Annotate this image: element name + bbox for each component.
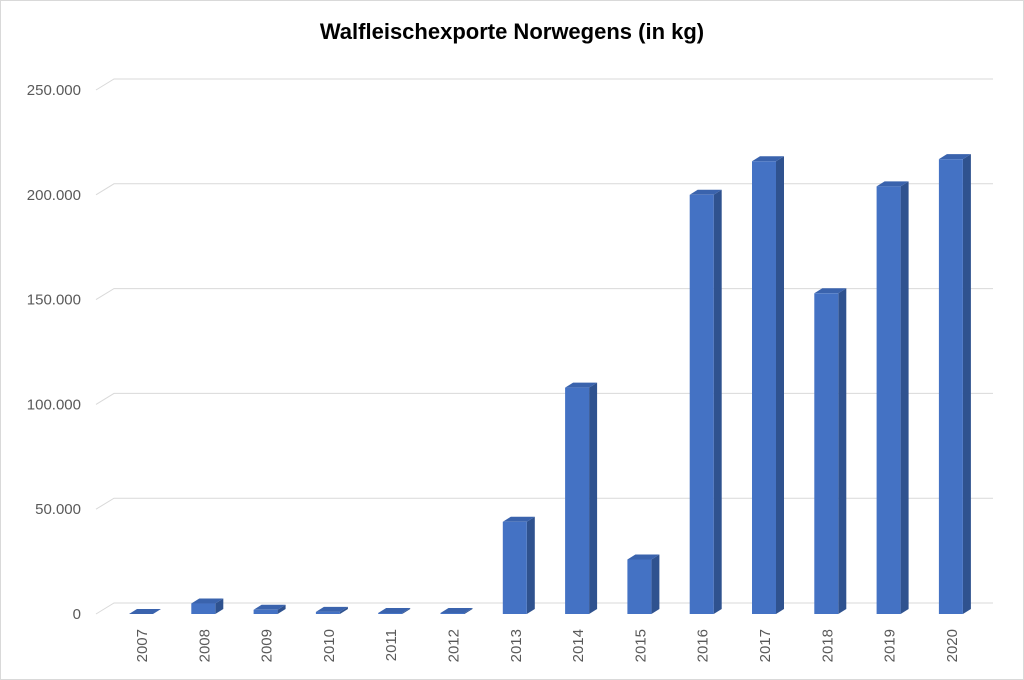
bar-front (565, 387, 590, 614)
bar-front (378, 612, 403, 614)
bar-front (440, 612, 465, 614)
x-axis-ticks: 2007 2008 2009 2010 2011 2012 2013 2014 2015 2016… (134, 629, 961, 662)
bar-2013 (502, 516, 535, 614)
bar-top (440, 607, 473, 613)
bar-2020 (938, 154, 971, 614)
y-axis-ticks: 0 50.000 100.000 150.000 200.000 250.000 (27, 82, 81, 623)
bar-side (651, 554, 660, 614)
bar-side (402, 607, 411, 614)
bar-top (378, 607, 411, 613)
x-tick-label: 2008 (196, 629, 213, 662)
x-tick-label: 2007 (134, 629, 151, 662)
x-tick-label: 2015 (632, 629, 649, 662)
bar-side (277, 604, 286, 614)
bar-2014 (565, 382, 598, 614)
bar-side (962, 154, 971, 614)
gridline (95, 288, 993, 301)
gridlines (95, 78, 993, 615)
bar-side (776, 156, 784, 614)
bar-top (502, 516, 535, 522)
bar-top (752, 156, 784, 162)
bar-side (464, 607, 473, 614)
bar-2008 (191, 598, 224, 614)
bar-side (900, 181, 909, 614)
bar-2018 (814, 288, 847, 614)
bar-top (814, 288, 847, 294)
gridline (95, 78, 993, 91)
y-tick-label: 150.000 (27, 292, 81, 309)
bar-top (876, 181, 909, 187)
bar-2016 (689, 189, 722, 615)
bar-2019 (876, 181, 909, 614)
bar-side (589, 382, 598, 614)
bar-side (215, 598, 224, 614)
bar-side (838, 288, 847, 614)
bar-top (689, 189, 722, 195)
bars (129, 154, 971, 615)
bar-front (191, 603, 216, 614)
bar-2007 (129, 609, 161, 614)
x-tick-label: 2019 (882, 629, 899, 662)
bar-front (253, 609, 278, 614)
gridline (95, 392, 993, 405)
x-tick-label: 2012 (445, 629, 462, 662)
bar-2012 (440, 607, 473, 614)
bar-2010 (315, 606, 348, 614)
bar-2011 (378, 607, 411, 614)
x-tick-label: 2013 (508, 629, 525, 662)
x-tick-label: 2014 (570, 629, 587, 662)
bar-front (752, 161, 776, 614)
bar-side (339, 606, 348, 614)
bar-top (191, 598, 224, 604)
bar-top (253, 604, 286, 610)
bar-top (627, 554, 660, 560)
x-tick-label: 2010 (321, 629, 338, 662)
y-tick-label: 0 (73, 606, 81, 623)
gridline (95, 602, 993, 615)
y-tick-label: 200.000 (27, 187, 81, 204)
bar-top (129, 609, 161, 614)
bar-2009 (253, 604, 286, 614)
bar-front (502, 521, 527, 614)
bar-top (938, 154, 971, 160)
x-tick-label: 2011 (383, 629, 400, 661)
bar-top (565, 382, 598, 388)
bar-side (713, 189, 722, 615)
chart-title: Walfleischexporte Norwegens (in kg) (319, 19, 705, 44)
gridline (95, 183, 993, 196)
x-tick-label: 2020 (944, 629, 961, 662)
bar-2015 (627, 554, 660, 614)
y-tick-label: 100.000 (27, 396, 81, 413)
bar-2017 (752, 156, 784, 614)
bar-front (315, 611, 340, 614)
bar-side (526, 516, 535, 614)
x-tick-label: 2016 (695, 629, 712, 662)
bar-front (938, 159, 963, 614)
bar-top (315, 606, 348, 612)
y-tick-label: 250.000 (27, 82, 81, 99)
x-tick-label: 2017 (757, 629, 774, 662)
bar-front (876, 186, 901, 614)
x-tick-label: 2009 (259, 629, 276, 662)
y-tick-label: 50.000 (35, 501, 81, 518)
bar-front (814, 293, 839, 614)
x-tick-label: 2018 (819, 629, 836, 662)
gridline (95, 497, 993, 510)
bar-front (627, 559, 652, 614)
bar-front (689, 194, 714, 615)
